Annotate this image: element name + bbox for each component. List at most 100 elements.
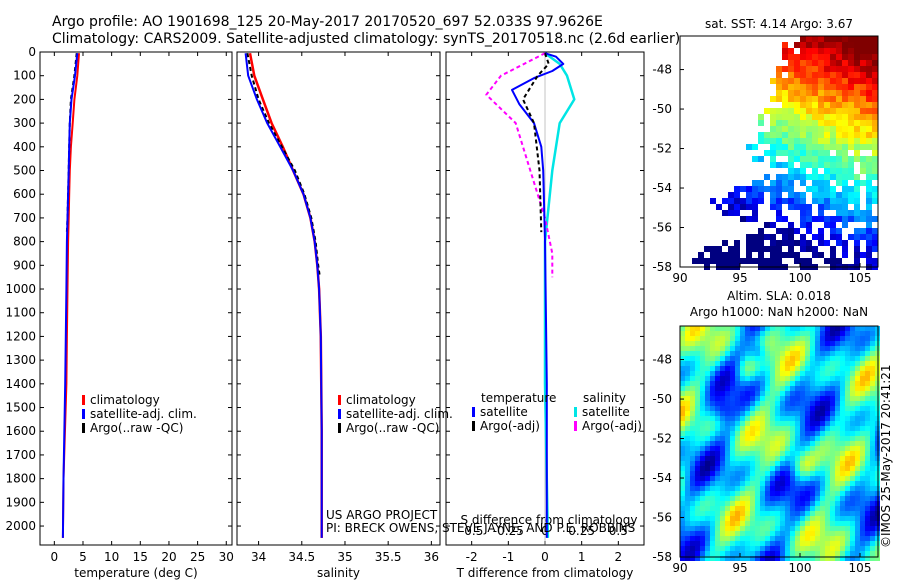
- sla-cell: [800, 536, 805, 541]
- sst-cell: [836, 198, 842, 204]
- sla-cell: [755, 546, 760, 551]
- sla-cell: [860, 336, 865, 341]
- sla-cell: [760, 551, 765, 556]
- sla-cell: [800, 496, 805, 501]
- sla-cell: [745, 426, 750, 431]
- sla-cell: [695, 466, 700, 471]
- sla-cell: [750, 551, 755, 556]
- sla-cell: [690, 421, 695, 426]
- sla-cell: [790, 506, 795, 511]
- sla-cell: [815, 336, 820, 341]
- sla-cell: [755, 411, 760, 416]
- sla-cell: [770, 386, 775, 391]
- sla-cell: [715, 426, 720, 431]
- sla-cell: [755, 501, 760, 506]
- sla-cell: [790, 451, 795, 456]
- sla-cell: [785, 436, 790, 441]
- sla-cell: [815, 391, 820, 396]
- sla-cell: [840, 341, 845, 346]
- sla-cell: [715, 441, 720, 446]
- sla-cell: [740, 386, 745, 391]
- sst-cell: [860, 102, 866, 108]
- sla-cell: [870, 496, 875, 501]
- sst-cell: [836, 60, 842, 66]
- sst-cell: [842, 192, 848, 198]
- sla-cell: [865, 541, 870, 546]
- sla-cell: [835, 471, 840, 476]
- sla-cell: [780, 491, 785, 496]
- sla-cell: [755, 351, 760, 356]
- sla-cell: [755, 401, 760, 406]
- sla_map-frame: [679, 325, 879, 558]
- sla-cell: [870, 541, 875, 546]
- sst-cell: [848, 66, 854, 72]
- sla-cell: [860, 396, 865, 401]
- sst-cell: [704, 258, 710, 264]
- sla-cell: [845, 371, 850, 376]
- sla-cell: [815, 451, 820, 456]
- sla-cell: [810, 496, 815, 501]
- sla-cell: [785, 531, 790, 536]
- sla-cell: [755, 326, 760, 331]
- sla-cell: [775, 531, 780, 536]
- sst-cell: [848, 132, 854, 138]
- sst-cell: [848, 216, 854, 222]
- sla-cell: [710, 406, 715, 411]
- sla-cell: [750, 406, 755, 411]
- sst-cell: [776, 66, 782, 72]
- sla-cell: [730, 536, 735, 541]
- sst-cell: [776, 120, 782, 126]
- sst-cell: [788, 78, 794, 84]
- sla-cell: [840, 516, 845, 521]
- sla-cell: [790, 551, 795, 556]
- sla-cell: [800, 516, 805, 521]
- sla-cell: [745, 371, 750, 376]
- sla-cell: [750, 556, 755, 561]
- sla-cell: [850, 491, 855, 496]
- sla-cell: [820, 486, 825, 491]
- sla-cell: [775, 486, 780, 491]
- temperature-xtick-label: 25: [190, 550, 205, 564]
- sla-cell: [730, 546, 735, 551]
- sla-cell: [850, 451, 855, 456]
- sst-cell: [800, 60, 806, 66]
- sla-cell: [690, 486, 695, 491]
- sla-cell: [705, 341, 710, 346]
- sla-cell: [765, 491, 770, 496]
- sla-cell: [760, 331, 765, 336]
- sla-cell: [755, 331, 760, 336]
- sst-cell: [812, 156, 818, 162]
- sla-cell: [715, 401, 720, 406]
- sst-cell: [770, 132, 776, 138]
- sla-cell: [820, 356, 825, 361]
- sst-cell: [872, 60, 878, 66]
- sla-cell: [820, 351, 825, 356]
- sst-cell: [788, 144, 794, 150]
- sla-cell: [870, 551, 875, 556]
- sla-cell: [750, 346, 755, 351]
- sla-cell: [815, 481, 820, 486]
- sst-cell: [740, 216, 746, 222]
- sla-cell: [810, 336, 815, 341]
- sla-cell: [850, 416, 855, 421]
- sla-cell: [845, 361, 850, 366]
- sst-cell: [830, 174, 836, 180]
- sla-cell: [830, 501, 835, 506]
- sst-cell: [728, 204, 734, 210]
- sla-cell: [800, 521, 805, 526]
- sla-cell: [830, 506, 835, 511]
- sst-cell: [740, 258, 746, 264]
- sla-cell: [865, 551, 870, 556]
- sla-cell: [775, 416, 780, 421]
- sst-cell: [830, 252, 836, 258]
- sla-cell: [870, 491, 875, 496]
- sla-cell: [770, 336, 775, 341]
- satellite-line: [244, 53, 323, 538]
- sla-cell: [700, 396, 705, 401]
- sla-cell: [715, 541, 720, 546]
- sla-cell: [795, 331, 800, 336]
- sla-cell: [690, 386, 695, 391]
- sla-cell: [855, 501, 860, 506]
- sst-cell: [842, 240, 848, 246]
- sla-cell: [850, 496, 855, 501]
